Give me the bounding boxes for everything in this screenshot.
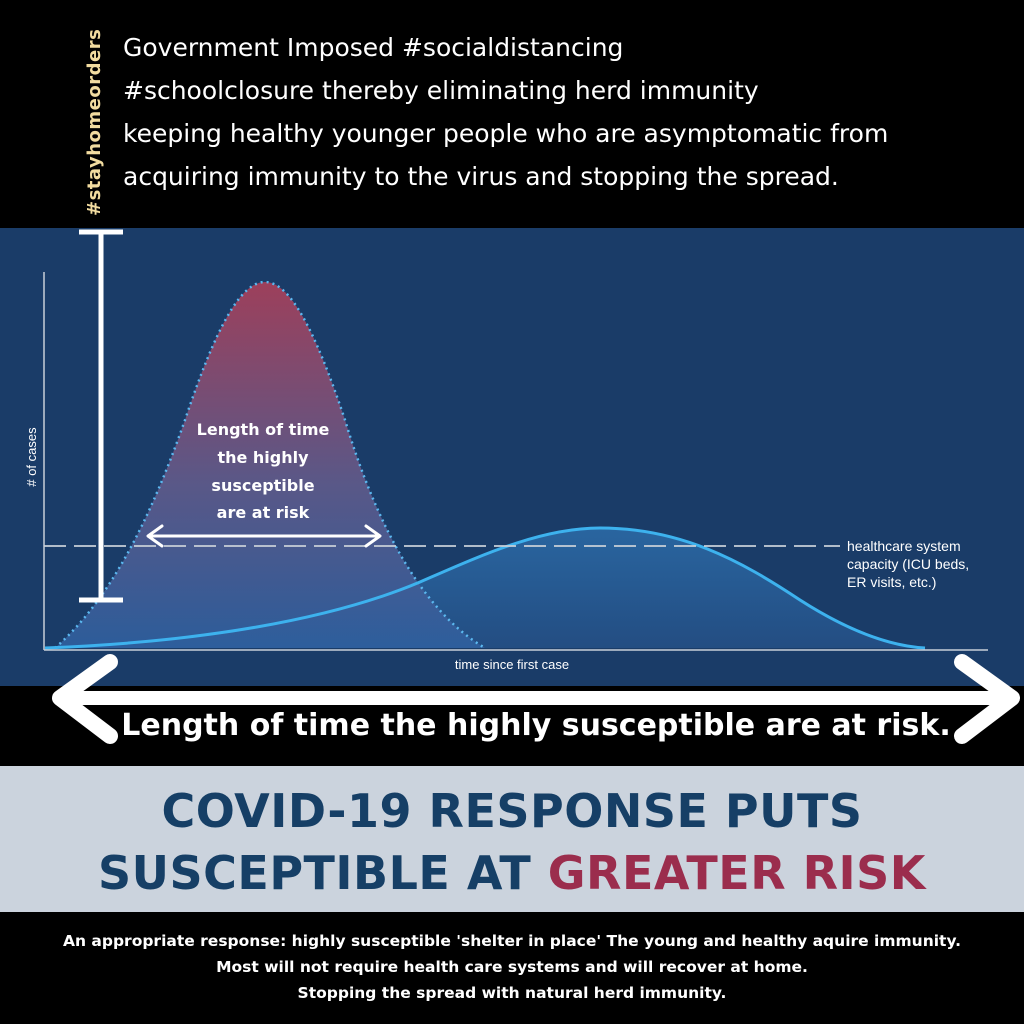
header-text: Government Imposed #socialdistancing #sc… — [123, 26, 1003, 198]
peak-curve-outline — [54, 280, 486, 650]
header-line-4: acquiring immunity to the virus and stop… — [123, 162, 839, 191]
peak-label-line: susceptible — [211, 476, 314, 495]
y-axis-label: # of cases — [24, 427, 39, 487]
header-line-2: #schoolclosure thereby eliminating herd … — [123, 76, 759, 105]
footer-line-3: Stopping the spread with natural herd im… — [297, 984, 727, 1002]
headline-accent: GREATER RISK — [547, 846, 926, 900]
capacity-label-line: ER visits, etc.) — [847, 574, 936, 590]
peak-label: Length of time the highly susceptible ar… — [197, 420, 330, 522]
headline-line-2: SUSCEPTIBLE AT GREATER RISK — [0, 846, 1024, 900]
footer-text: An appropriate response: highly suscepti… — [0, 928, 1024, 1006]
curve-graph: # of cases time since first case Length … — [24, 229, 988, 672]
peak-label-line: Length of time — [197, 420, 330, 439]
peak-curve-fill — [55, 282, 485, 648]
flat-curve-line — [44, 526, 926, 650]
flat-curve-fill — [45, 528, 925, 648]
peak-label-line: are at risk — [217, 503, 310, 522]
header-line-3: keeping healthy younger people who are a… — [123, 119, 889, 148]
inner-arrow-left-head — [146, 524, 164, 548]
big-arrow-left-head — [52, 654, 118, 744]
header-line-1: Government Imposed #socialdistancing — [123, 33, 624, 62]
capacity-label-line: capacity (ICU beds, — [847, 556, 969, 572]
headline-prefix: SUSCEPTIBLE AT — [98, 846, 548, 900]
big-arrow-right-head — [954, 654, 1020, 744]
big-double-arrow — [52, 654, 1020, 744]
x-axis-label: time since first case — [455, 657, 569, 672]
headline-band: COVID-19 RESPONSE PUTS SUSCEPTIBLE AT GR… — [0, 766, 1024, 912]
capacity-label-line: healthcare system — [847, 538, 961, 554]
footer-line-2: Most will not require health care system… — [216, 958, 808, 976]
big-arrow-caption: Length of time the highly susceptible ar… — [121, 708, 951, 743]
capacity-label: healthcare system capacity (ICU beds, ER… — [847, 538, 969, 590]
footer-line-1: An appropriate response: highly suscepti… — [62, 932, 962, 950]
peak-label-line: the highly — [217, 448, 309, 467]
inner-arrow-right-head — [364, 524, 382, 548]
headline-line-1: COVID-19 RESPONSE PUTS — [161, 784, 863, 838]
